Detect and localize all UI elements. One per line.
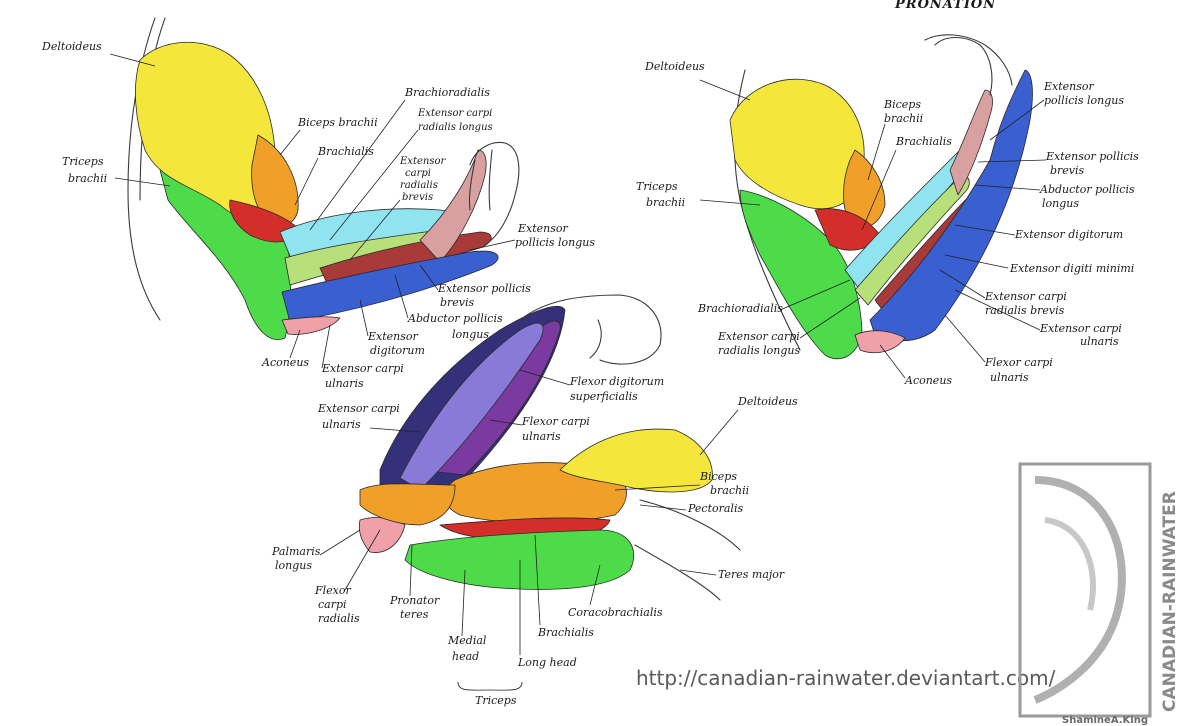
- anconeus-shape: [854, 330, 906, 354]
- ext-digitorum-shape: [869, 69, 1033, 342]
- left-ecrb-label-4: brevis: [402, 192, 433, 203]
- left-brachioradialis-label: Brachioradialis: [404, 86, 490, 99]
- right-brachialis-label: Brachialis: [895, 135, 952, 148]
- right-apl-label-2: longus: [1042, 197, 1079, 210]
- bottom-medial-label-1: Medial: [447, 634, 487, 647]
- triceps-shape: [404, 529, 635, 590]
- right-brachioradialis-label: Brachioradialis: [697, 302, 783, 315]
- bottom-palmaris-label-1: Palmaris: [271, 545, 321, 558]
- bottom-biceps-label-2: brachii: [710, 484, 749, 497]
- bottom-pronator-label-1: Pronator: [389, 594, 440, 607]
- bottom-coraco-label: Coracobrachialis: [568, 606, 663, 619]
- right-ecrb-label-2: radialis brevis: [985, 304, 1065, 317]
- bottom-palmaris-label-2: longus: [275, 559, 312, 572]
- left-biceps-label: Biceps brachii: [297, 116, 378, 129]
- right-anconeus-label: Aconeus: [904, 374, 952, 387]
- left-triceps-label-1: Triceps: [62, 155, 104, 168]
- bottom-teres-label: Teres major: [718, 568, 785, 581]
- left-ecrb-label-2: carpi: [405, 168, 431, 179]
- left-epb-label-1: Extensor pollicis: [437, 282, 531, 295]
- bottom-fcu-label-2: ulnaris: [522, 430, 561, 443]
- bottom-triceps-label: Triceps: [475, 694, 517, 707]
- watermark-url: http://canadian-rainwater.deviantart.com…: [636, 666, 1056, 690]
- right-triceps-label-1: Triceps: [636, 180, 678, 193]
- left-extdig-label-2: digitorum: [370, 344, 425, 357]
- right-ecrl-label-1: Extensor carpi: [717, 330, 800, 343]
- bottom-fds-label-1: Flexor digitorum: [569, 375, 664, 388]
- bottom-pronator-label-2: teres: [400, 608, 429, 621]
- left-triceps-label-2: brachii: [68, 172, 107, 185]
- bottom-fcu-label-1: Flexor carpi: [521, 415, 590, 428]
- right-fcu-label-2: ulnaris: [990, 371, 1029, 384]
- right-apl-label-1: Abductor pollicis: [1039, 183, 1135, 196]
- right-triceps-label-2: brachii: [646, 196, 685, 209]
- right-ecu-label-1: Extensor carpi: [1039, 322, 1122, 335]
- bottom-medial-label-2: head: [452, 650, 479, 663]
- right-epb-label-2: brevis: [1050, 164, 1085, 177]
- left-epl-label-2: pollicis longus: [515, 236, 595, 249]
- right-extdig-label: Extensor digitorum: [1014, 228, 1123, 241]
- right-ecu-label-2: ulnaris: [1080, 335, 1119, 348]
- bottom-pectoralis-label: Pectoralis: [687, 502, 743, 515]
- ecrl-shape: [854, 174, 970, 306]
- bottom-brachialis-label: Brachialis: [537, 626, 594, 639]
- watermark-brand: CANADIAN-RAINWATER: [1160, 491, 1180, 712]
- bottom-ecu-label-1: Extensor carpi: [317, 402, 400, 415]
- bottom-fcr-label-3: radialis: [318, 612, 360, 625]
- left-ecu-label-1: Extensor carpi: [321, 362, 404, 375]
- left-deltoideus-label: Deltoideus: [41, 40, 102, 53]
- right-fcu-label-1: Flexor carpi: [984, 356, 1053, 369]
- watermark-badge: CANADIAN-RAINWATER ShamineA.King: [1018, 462, 1180, 726]
- ext-digitorum-shape: [281, 250, 499, 323]
- left-epl-label-1: Extensor: [517, 222, 569, 235]
- bottom-fds-label-2: superficialis: [570, 390, 638, 403]
- right-epl-label-2: pollicis longus: [1044, 94, 1124, 107]
- violet-shape: [399, 322, 544, 491]
- arm-bottom-illustration: [358, 294, 741, 601]
- bottom-biceps-label-1: Biceps: [699, 470, 737, 483]
- right-biceps-label-2: brachii: [884, 112, 923, 125]
- anconeus-shape: [281, 316, 341, 335]
- left-ecrl-label-2: radialis longus: [418, 122, 493, 133]
- left-apl-label-2: longus: [452, 328, 489, 341]
- left-ecrb-label-3: radialis: [400, 180, 438, 191]
- right-ecrb-label-1: Extensor carpi: [984, 290, 1067, 303]
- labels-layer: PRONATION Deltoideus Biceps brachii Brac…: [41, 0, 1180, 726]
- bottom-longhead-label: Long head: [517, 656, 577, 669]
- right-deltoideus-label: Deltoideus: [644, 60, 705, 73]
- right-epb-label-1: Extensor pollicis: [1045, 150, 1139, 163]
- pronation-title: PRONATION: [894, 0, 996, 12]
- right-biceps-label-1: Biceps: [883, 98, 921, 111]
- left-ecu-label-2: ulnaris: [325, 377, 364, 390]
- left-brachialis-label: Brachialis: [317, 145, 374, 158]
- left-epb-label-2: brevis: [440, 296, 475, 309]
- bottom-fcr-label-2: carpi: [318, 598, 347, 611]
- watermark-signature: ShamineA.King: [1062, 715, 1148, 726]
- arm-left-illustration: [127, 17, 520, 340]
- bottom-ecu-label-2: ulnaris: [322, 418, 361, 431]
- left-ecrl-label-1: Extensor carpi: [417, 108, 492, 119]
- forearm-orange-shape: [359, 483, 456, 526]
- thumb-muscles-shape: [949, 89, 993, 196]
- right-ecrl-label-2: radialis longus: [718, 344, 800, 357]
- left-anconeus-label: Aconeus: [261, 356, 309, 369]
- right-edm-label: Extensor digiti minimi: [1009, 262, 1134, 275]
- deltoid-shape: [559, 428, 713, 493]
- bottom-deltoideus-label: Deltoideus: [737, 395, 798, 408]
- bottom-fcr-label-1: Flexor: [314, 584, 351, 597]
- thumb-muscles-shape: [419, 149, 487, 263]
- left-apl-label-1: Abductor pollicis: [407, 312, 503, 325]
- left-ecrb-label-1: Extensor: [399, 156, 446, 167]
- right-epl-label-1: Extensor: [1043, 80, 1095, 93]
- left-extdig-label-1: Extensor: [367, 330, 419, 343]
